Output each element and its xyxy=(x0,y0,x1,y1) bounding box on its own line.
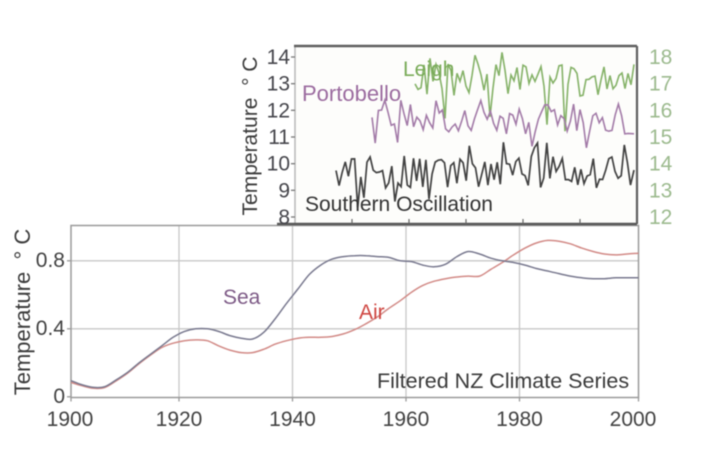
svg-text:Portobello: Portobello xyxy=(302,81,401,106)
svg-text:8: 8 xyxy=(278,206,290,229)
svg-text:1920: 1920 xyxy=(156,408,203,431)
svg-text:Filtered NZ Climate Series: Filtered NZ Climate Series xyxy=(377,369,629,393)
svg-text:13: 13 xyxy=(649,179,672,202)
svg-text:0: 0 xyxy=(53,385,65,408)
svg-text:14: 14 xyxy=(267,46,291,69)
svg-text:0.4: 0.4 xyxy=(36,317,66,340)
svg-text:Temperature ° C: Temperature ° C xyxy=(10,229,35,396)
svg-text:2000: 2000 xyxy=(610,408,657,431)
svg-text:16: 16 xyxy=(649,99,672,122)
svg-text:18: 18 xyxy=(649,46,672,69)
svg-text:12: 12 xyxy=(649,206,672,229)
svg-text:11: 11 xyxy=(268,126,290,149)
svg-text:1940: 1940 xyxy=(269,408,316,431)
svg-text:10: 10 xyxy=(267,153,290,176)
svg-text:Temperature ° C: Temperature ° C xyxy=(239,57,262,216)
svg-text:Sea: Sea xyxy=(223,286,261,309)
svg-text:Leigh: Leigh xyxy=(403,58,454,81)
svg-text:12: 12 xyxy=(267,99,290,122)
svg-text:14: 14 xyxy=(649,153,673,176)
svg-text:Air: Air xyxy=(359,301,385,324)
svg-text:1980: 1980 xyxy=(496,408,543,431)
svg-text:9: 9 xyxy=(278,179,290,202)
svg-text:Southern Oscillation: Southern Oscillation xyxy=(305,193,493,216)
svg-text:13: 13 xyxy=(267,73,290,96)
svg-text:17: 17 xyxy=(649,73,672,96)
svg-text:1960: 1960 xyxy=(383,408,430,431)
svg-text:1900: 1900 xyxy=(47,408,94,431)
svg-text:0.8: 0.8 xyxy=(36,249,65,272)
svg-text:15: 15 xyxy=(649,126,672,149)
